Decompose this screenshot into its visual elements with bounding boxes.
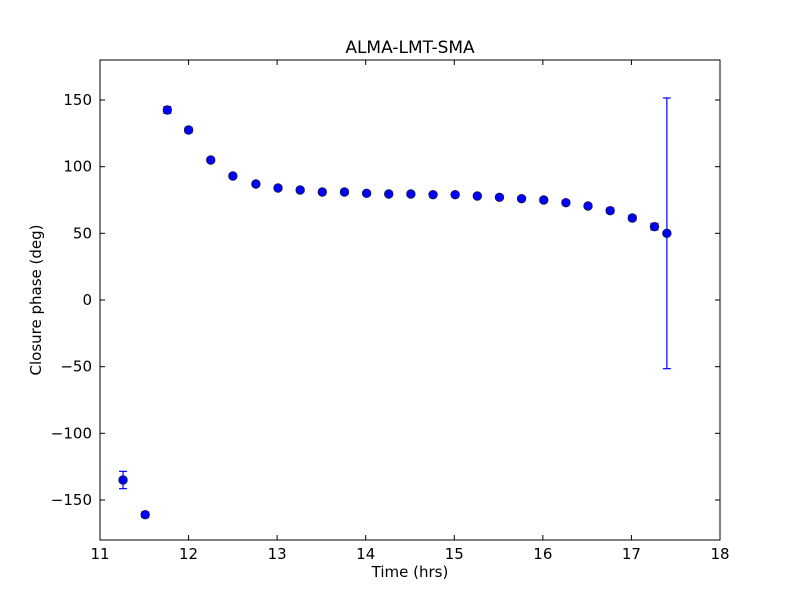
y-tick-label: 150 xyxy=(63,91,92,109)
data-point xyxy=(317,187,328,197)
data-point xyxy=(295,185,305,195)
data-point xyxy=(251,179,261,189)
y-tick-label: −50 xyxy=(60,358,92,376)
data-point xyxy=(649,221,660,232)
data-point xyxy=(140,509,150,520)
data-point xyxy=(339,187,350,197)
y-tick-label: 50 xyxy=(73,224,92,242)
data-point xyxy=(183,125,194,135)
data-point xyxy=(228,171,238,181)
data-point xyxy=(472,191,483,201)
x-tick-label: 12 xyxy=(179,545,198,563)
y-tick-label: −150 xyxy=(51,491,92,509)
x-tick-label: 13 xyxy=(268,545,287,563)
data-point xyxy=(406,189,416,199)
y-axis-label: Closure phase (deg) xyxy=(27,225,45,376)
data-point xyxy=(273,183,283,193)
data-point xyxy=(384,189,394,199)
data-point xyxy=(627,213,638,223)
x-tick-label: 16 xyxy=(533,545,552,563)
data-point xyxy=(662,228,672,239)
data-point xyxy=(118,475,128,485)
data-point xyxy=(361,188,372,199)
data-point xyxy=(605,205,615,216)
data-point xyxy=(539,195,549,205)
x-tick-label: 18 xyxy=(710,545,729,563)
data-point xyxy=(561,197,571,208)
data-point xyxy=(428,189,438,200)
chart-title: ALMA-LMT-SMA xyxy=(345,38,475,58)
x-tick-label: 14 xyxy=(356,545,375,563)
data-point xyxy=(206,155,216,165)
y-tick-label: 100 xyxy=(63,158,92,176)
plot-frame xyxy=(99,59,721,541)
data-point xyxy=(516,193,527,204)
data-point xyxy=(583,201,593,211)
y-tick-label: −100 xyxy=(51,424,92,442)
x-tick-label: 15 xyxy=(445,545,464,563)
data-point xyxy=(450,189,460,200)
data-point xyxy=(494,192,505,203)
data-point xyxy=(162,105,173,115)
x-tick-label: 17 xyxy=(622,545,641,563)
x-axis-label: Time (hrs) xyxy=(371,563,449,581)
y-tick-label: 0 xyxy=(82,291,92,309)
x-tick-label: 11 xyxy=(90,545,109,563)
